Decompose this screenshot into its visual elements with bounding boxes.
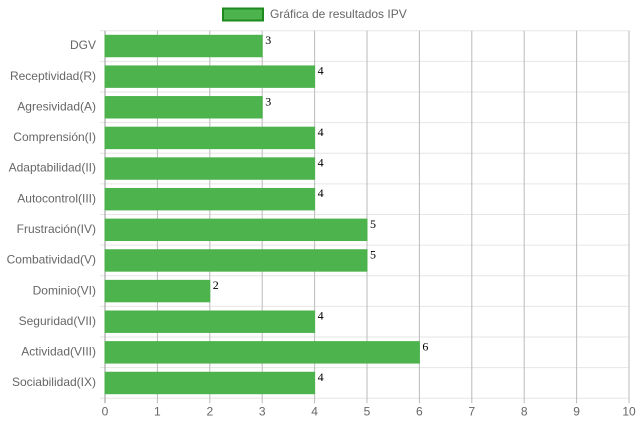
legend-label: Gráfica de resultados IPV (270, 7, 407, 21)
y-tick-label: Receptividad(R) (10, 69, 96, 83)
value-label: 4 (318, 309, 324, 323)
y-tick-label: Adaptabilidad(II) (9, 161, 96, 175)
y-tick-label: Autocontrol(III) (17, 191, 96, 205)
value-label: 5 (370, 247, 376, 261)
bar (104, 249, 368, 272)
value-label: 3 (265, 94, 271, 108)
value-label: 4 (318, 156, 324, 170)
bar (104, 34, 263, 58)
bar (104, 371, 316, 395)
y-tick-label: Frustración(IV) (17, 222, 96, 236)
bar (104, 157, 316, 180)
value-label: 4 (318, 64, 324, 78)
x-tick-label: 7 (468, 404, 475, 418)
y-tick-label: Seguridad(VII) (19, 314, 96, 328)
value-label: 2 (213, 278, 219, 292)
x-tick-label: 3 (259, 404, 266, 418)
x-tick-label: 2 (206, 404, 213, 418)
y-tick-label: Agresividad(A) (17, 99, 96, 113)
y-tick-label: Dominio(VI) (33, 283, 96, 297)
y-tick-label: Combatividad(V) (7, 253, 96, 267)
value-label: 3 (265, 33, 271, 47)
legend-swatch (222, 7, 264, 22)
x-tick-label: 0 (102, 404, 109, 418)
value-label: 4 (318, 370, 324, 384)
y-tick-label: DGV (70, 38, 96, 52)
bar (104, 96, 263, 119)
x-tick-label: 8 (521, 404, 528, 418)
x-tick-label: 10 (622, 404, 636, 418)
bar (104, 341, 420, 364)
value-label: 5 (370, 217, 376, 231)
value-label: 6 (422, 339, 428, 353)
x-tick-label: 4 (311, 404, 318, 418)
y-tick-label: Sociabilidad(IX) (12, 375, 96, 389)
bar (104, 187, 316, 211)
x-tick-label: 1 (154, 404, 161, 418)
y-tick-label: Actividad(VIII) (21, 345, 96, 359)
x-tick-label: 6 (416, 404, 423, 418)
bar (104, 126, 316, 150)
bar (104, 65, 316, 88)
x-tick-label: 5 (364, 404, 371, 418)
bar (104, 218, 368, 242)
value-label: 4 (318, 125, 324, 139)
bar (104, 279, 211, 303)
x-tick-label: 9 (573, 404, 580, 418)
y-tick-label: Comprensión(I) (13, 130, 96, 144)
value-label: 4 (318, 186, 324, 200)
bar (104, 310, 316, 333)
